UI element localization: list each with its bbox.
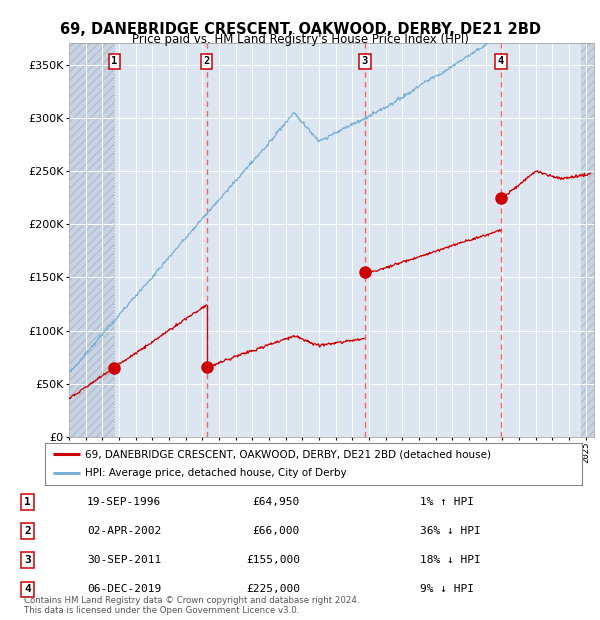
Bar	[69, 43, 115, 437]
Text: 1: 1	[111, 56, 118, 66]
Text: 30-SEP-2011: 30-SEP-2011	[87, 556, 161, 565]
Text: 69, DANEBRIDGE CRESCENT, OAKWOOD, DERBY, DE21 2BD: 69, DANEBRIDGE CRESCENT, OAKWOOD, DERBY,…	[59, 22, 541, 37]
Text: 3: 3	[24, 556, 31, 565]
Text: 02-APR-2002: 02-APR-2002	[87, 526, 161, 536]
Text: 9% ↓ HPI: 9% ↓ HPI	[420, 585, 474, 595]
Text: 4: 4	[24, 585, 31, 595]
Text: 69, DANEBRIDGE CRESCENT, OAKWOOD, DERBY, DE21 2BD (detached house): 69, DANEBRIDGE CRESCENT, OAKWOOD, DERBY,…	[85, 449, 491, 459]
Text: £225,000: £225,000	[246, 585, 300, 595]
Text: 4: 4	[498, 56, 504, 66]
Text: 3: 3	[362, 56, 368, 66]
Text: 1: 1	[24, 497, 31, 507]
Text: 18% ↓ HPI: 18% ↓ HPI	[420, 556, 481, 565]
Bar	[581, 43, 594, 437]
Text: 19-SEP-1996: 19-SEP-1996	[87, 497, 161, 507]
Text: 2: 2	[24, 526, 31, 536]
Text: 1% ↑ HPI: 1% ↑ HPI	[420, 497, 474, 507]
Text: 06-DEC-2019: 06-DEC-2019	[87, 585, 161, 595]
Text: £66,000: £66,000	[253, 526, 300, 536]
Text: Price paid vs. HM Land Registry's House Price Index (HPI): Price paid vs. HM Land Registry's House …	[131, 33, 469, 46]
Text: Contains HM Land Registry data © Crown copyright and database right 2024.
This d: Contains HM Land Registry data © Crown c…	[24, 596, 359, 615]
Text: 36% ↓ HPI: 36% ↓ HPI	[420, 526, 481, 536]
Text: £64,950: £64,950	[253, 497, 300, 507]
Text: £155,000: £155,000	[246, 556, 300, 565]
Text: HPI: Average price, detached house, City of Derby: HPI: Average price, detached house, City…	[85, 469, 347, 479]
Text: 2: 2	[203, 56, 209, 66]
